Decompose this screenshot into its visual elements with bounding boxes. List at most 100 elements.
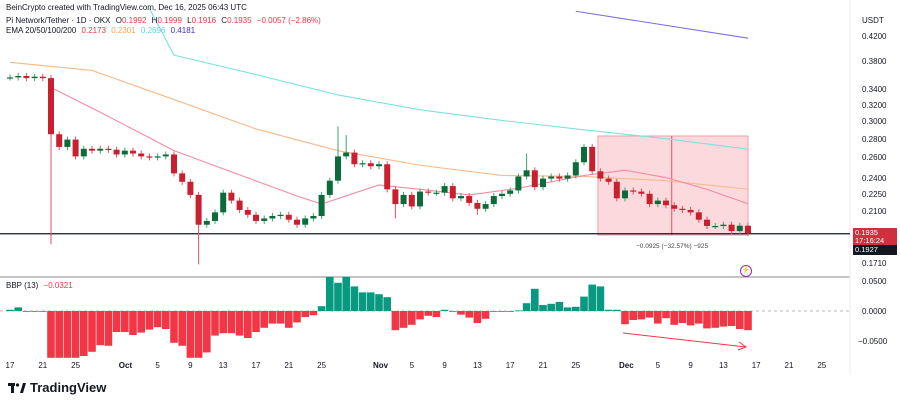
ema100-value: 0.2696 — [140, 26, 166, 35]
bbp-bar — [703, 311, 711, 329]
bbp-bar — [350, 286, 359, 311]
candle-body — [171, 154, 177, 174]
bbp-bar — [637, 311, 646, 320]
candle-body — [343, 152, 350, 157]
line-price-badge: 0.1927 — [853, 245, 897, 255]
bbp-bar — [137, 311, 145, 333]
watermark: BeinCrypto created with TradingView.com,… — [6, 3, 247, 12]
candle-body — [425, 191, 432, 193]
bbp-label[interactable]: BBP (13) — [6, 281, 39, 290]
bbp-bar — [260, 311, 268, 328]
bbp-bar — [55, 311, 63, 358]
time-tick: Oct — [118, 361, 133, 370]
bbp-bar — [317, 306, 326, 311]
bbp-bar — [613, 309, 621, 311]
last-price-badge: 0.1935 17:16:24 — [853, 228, 897, 246]
bbp-tick: 0.0500 — [862, 277, 887, 286]
bbp-bar — [391, 311, 400, 331]
bbp-bar — [621, 311, 629, 325]
candle-body — [228, 192, 235, 201]
candle-body — [736, 225, 743, 232]
bbp-bar — [481, 311, 490, 319]
change-value: −0.0057 (−2.86%) — [256, 16, 321, 25]
last-price: 0.1935 — [855, 228, 878, 237]
candle-body — [589, 146, 596, 172]
time-tick: 5 — [409, 361, 415, 370]
price-tick: 0.3400 — [862, 85, 887, 95]
candle-body — [203, 220, 210, 225]
bbp-bar — [22, 311, 31, 312]
candle-body — [638, 191, 645, 194]
bbp-bar — [555, 302, 564, 311]
candle-body — [433, 192, 440, 194]
bbp-bar — [588, 284, 596, 311]
time-tick: Nov — [373, 361, 389, 370]
bbp-bar — [293, 311, 301, 323]
candle-body — [613, 181, 620, 199]
candle-body — [384, 164, 391, 190]
candle-body — [474, 202, 481, 209]
time-tick: 13 — [718, 361, 728, 370]
candle-body — [507, 190, 514, 194]
bbp-bar — [490, 311, 498, 312]
candle-body — [236, 200, 243, 210]
bbp-bar — [334, 282, 342, 311]
bbp-bar — [727, 311, 736, 326]
bbp-bar — [465, 311, 473, 318]
bbp-bar — [47, 311, 55, 358]
candle-body — [466, 196, 473, 203]
price-tick: 0.4200 — [862, 32, 887, 41]
price-unit[interactable]: USDT — [862, 16, 884, 25]
bbp-bar — [506, 311, 514, 312]
candle-body — [261, 218, 268, 221]
candle-body — [654, 200, 661, 205]
bbp-bar — [457, 311, 465, 315]
lightning-icon[interactable]: ⚡ — [740, 265, 752, 277]
bbp-bar — [367, 292, 375, 311]
bbp-bar — [301, 311, 309, 317]
candle-body — [359, 163, 366, 165]
bbp-bar — [194, 311, 203, 358]
bbp-value: −0.0321 — [43, 281, 73, 290]
ema-label[interactable]: EMA 20/50/100/200 — [6, 26, 77, 35]
candle-body — [712, 225, 719, 228]
candle-body — [687, 209, 694, 213]
bbp-bar — [572, 306, 580, 311]
candle-body — [105, 148, 112, 150]
time-tick: 17 — [751, 361, 761, 370]
candle-body — [679, 208, 686, 210]
candle-body — [646, 193, 653, 205]
bbp-bar — [227, 311, 236, 334]
bbp-bar — [719, 311, 728, 327]
candle-body — [285, 214, 292, 220]
bbp-bar — [30, 311, 39, 312]
candle-body — [72, 139, 79, 157]
bbp-bar — [342, 276, 350, 311]
time-tick: 21 — [784, 361, 794, 370]
candle-body — [302, 218, 309, 225]
bbp-bar — [580, 296, 588, 311]
candle-body — [417, 191, 423, 207]
candle-body — [449, 186, 456, 199]
candle-body — [367, 163, 374, 167]
bbp-bar — [678, 311, 687, 323]
candle-body — [7, 77, 13, 79]
arrow-head-icon — [737, 341, 748, 351]
candle-body — [572, 162, 579, 176]
bbp-bar — [71, 311, 80, 358]
bar-countdown: 17:16:24 — [855, 236, 885, 245]
bbp-bar — [604, 309, 613, 311]
time-tick: 9 — [188, 361, 193, 370]
symbol-name[interactable]: Pi Network/Tether · 1D · OKX — [6, 16, 111, 25]
candle-body — [179, 173, 186, 182]
candle-body — [97, 148, 104, 151]
candle-body — [564, 175, 571, 179]
price-tick: 0.2400 — [862, 173, 887, 183]
ema200-value: 0.4181 — [170, 26, 196, 35]
measure-label: −0.0925 (−32.57%) −925 — [636, 243, 709, 250]
price-tick: 0.2250 — [862, 189, 887, 199]
low-label: L — [187, 16, 192, 25]
time-tick: 21 — [284, 361, 294, 370]
